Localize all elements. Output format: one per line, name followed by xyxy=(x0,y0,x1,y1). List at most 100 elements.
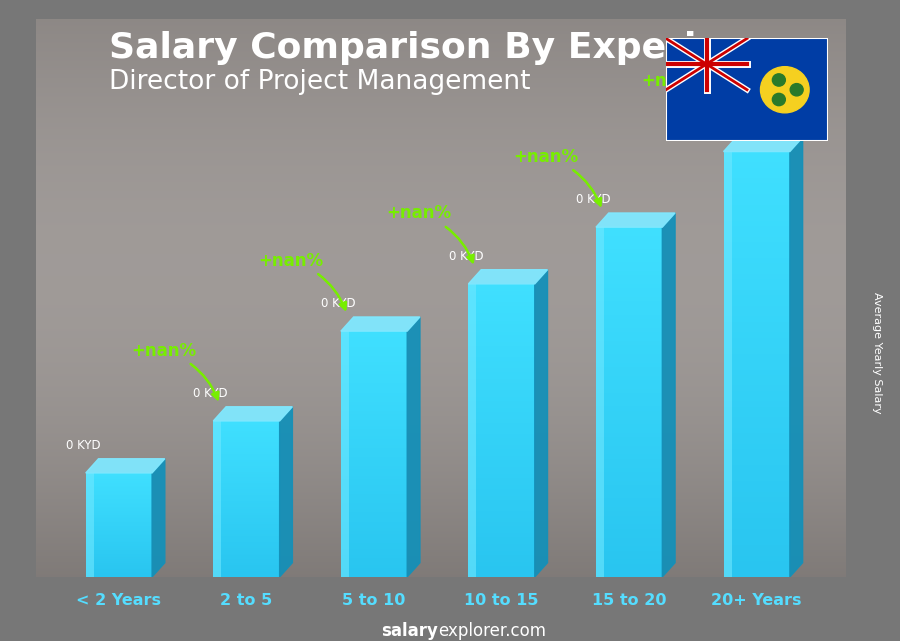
Bar xyxy=(213,513,280,515)
Bar xyxy=(341,555,407,558)
Bar xyxy=(468,302,535,306)
Bar xyxy=(724,433,790,438)
Bar xyxy=(86,530,152,531)
Bar xyxy=(468,526,535,529)
Bar xyxy=(86,560,152,562)
Text: +nan%: +nan% xyxy=(514,147,601,205)
Polygon shape xyxy=(341,317,420,331)
Bar xyxy=(86,564,152,565)
Bar xyxy=(341,442,407,445)
Bar xyxy=(468,357,535,361)
Bar xyxy=(213,444,280,446)
Bar xyxy=(724,221,790,226)
Bar xyxy=(341,374,407,377)
Bar xyxy=(86,573,152,574)
Bar xyxy=(341,457,407,460)
Bar xyxy=(468,438,535,442)
Bar xyxy=(596,555,662,560)
Bar xyxy=(213,503,280,504)
Bar xyxy=(596,262,662,267)
Bar xyxy=(724,487,790,492)
Bar xyxy=(341,331,349,577)
Bar xyxy=(596,472,662,476)
Bar xyxy=(86,496,152,497)
Bar xyxy=(86,531,152,533)
Bar xyxy=(86,477,152,478)
Text: explorer.com: explorer.com xyxy=(437,622,545,640)
Bar xyxy=(86,529,152,530)
Bar xyxy=(596,468,662,472)
Bar xyxy=(86,554,152,555)
Bar xyxy=(341,485,407,488)
Bar xyxy=(86,501,152,503)
Bar xyxy=(724,279,790,285)
Bar xyxy=(86,535,152,537)
Bar xyxy=(596,258,662,262)
Bar xyxy=(213,446,280,448)
Bar xyxy=(468,551,535,555)
Bar xyxy=(468,320,535,324)
Bar xyxy=(468,434,535,438)
Bar xyxy=(341,399,407,402)
Bar xyxy=(468,419,535,423)
Bar xyxy=(596,288,662,293)
Bar xyxy=(213,511,280,513)
Text: 0 KYD: 0 KYD xyxy=(194,387,228,400)
Circle shape xyxy=(772,74,786,86)
Bar xyxy=(468,529,535,533)
Bar xyxy=(341,405,407,408)
Bar xyxy=(86,508,152,510)
Bar xyxy=(468,401,535,404)
Bar xyxy=(341,537,407,540)
Bar xyxy=(341,334,407,337)
Bar xyxy=(86,517,152,519)
Bar xyxy=(468,353,535,357)
Bar xyxy=(86,574,152,576)
Bar xyxy=(724,167,790,173)
Bar xyxy=(86,504,152,505)
Bar xyxy=(213,575,280,577)
Bar xyxy=(341,519,407,522)
Bar xyxy=(596,380,662,385)
Text: salary: salary xyxy=(381,622,437,640)
Bar xyxy=(213,466,280,468)
Bar xyxy=(213,483,280,485)
Bar xyxy=(724,157,790,162)
Bar xyxy=(86,497,152,499)
Bar xyxy=(86,515,152,516)
Bar xyxy=(724,242,790,247)
Bar xyxy=(596,337,662,341)
Bar xyxy=(468,299,535,302)
Bar xyxy=(724,226,790,231)
Bar xyxy=(86,522,152,524)
Bar xyxy=(213,491,280,493)
Bar xyxy=(468,412,535,416)
Bar xyxy=(724,535,790,540)
Bar xyxy=(596,358,662,363)
Bar xyxy=(341,371,407,374)
Bar xyxy=(596,271,662,275)
Bar xyxy=(596,376,662,380)
Bar xyxy=(213,450,280,452)
Bar xyxy=(341,531,407,534)
Bar xyxy=(724,162,790,167)
Bar xyxy=(213,524,280,526)
Bar xyxy=(341,500,407,503)
Polygon shape xyxy=(280,407,292,577)
Bar xyxy=(596,385,662,389)
Bar xyxy=(341,463,407,466)
Bar xyxy=(341,433,407,436)
Bar xyxy=(86,539,152,540)
Text: Director of Project Management: Director of Project Management xyxy=(109,69,530,95)
Bar xyxy=(596,371,662,376)
Bar xyxy=(341,392,407,395)
Bar xyxy=(724,481,790,487)
Text: 0 KYD: 0 KYD xyxy=(576,193,611,206)
Bar xyxy=(213,458,280,460)
Bar xyxy=(341,476,407,479)
Bar xyxy=(213,560,280,562)
Bar xyxy=(724,412,790,417)
Bar xyxy=(341,448,407,451)
Bar xyxy=(724,151,790,157)
Bar xyxy=(341,420,407,423)
